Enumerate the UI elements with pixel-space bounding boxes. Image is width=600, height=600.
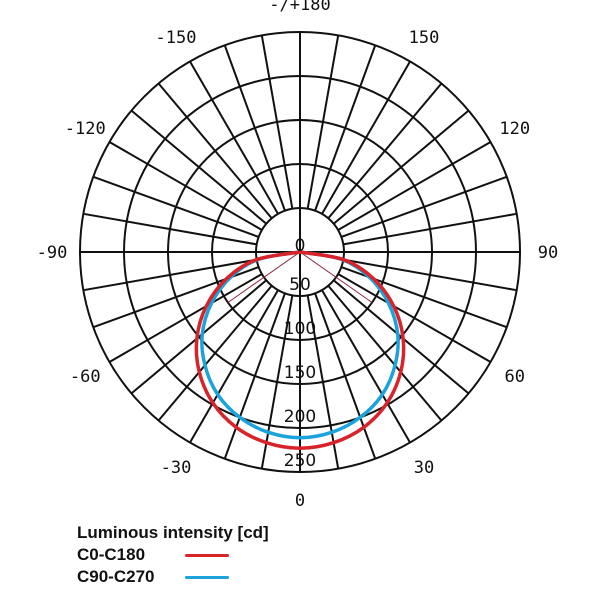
legend: Luminous intensity [cd] C0-C180 C90-C270 <box>77 522 269 588</box>
radial-tick-label: 200 <box>284 407 316 427</box>
legend-swatch-red <box>185 553 229 557</box>
grid-spoke <box>83 212 257 246</box>
angle-label: -150 <box>156 28 197 48</box>
grid-spoke <box>343 212 517 246</box>
grid-spoke <box>327 82 443 219</box>
grid-spoke <box>333 279 470 395</box>
beam-angle-line <box>227 251 301 303</box>
grid-spoke <box>341 175 508 238</box>
polar-grid <box>79 31 521 473</box>
angle-label: -30 <box>161 458 192 478</box>
legend-item-c0-c180: C0-C180 <box>77 544 269 566</box>
series-curve-c90-c270 <box>200 250 400 440</box>
angle-label: 0 <box>295 491 305 511</box>
grid-spoke <box>223 44 286 211</box>
radial-tick-label: 150 <box>284 363 316 383</box>
grid-spoke <box>223 293 286 460</box>
grid-spoke <box>130 279 267 395</box>
grid-spoke <box>321 289 411 444</box>
legend-swatch-blue <box>185 575 229 579</box>
grid-spoke <box>337 273 492 363</box>
grid-spoke <box>333 109 470 225</box>
grid-spoke <box>327 285 443 422</box>
angle-label: -120 <box>65 119 106 139</box>
angle-label: 120 <box>499 119 530 139</box>
grid-spoke <box>130 109 267 225</box>
legend-label: C0-C180 <box>77 545 146 564</box>
grid-spoke <box>337 141 492 231</box>
angle-label: 90 <box>538 243 558 263</box>
grid-spoke <box>157 285 273 422</box>
legend-title: Luminous intensity [cd] <box>77 523 269 542</box>
grid-spoke <box>314 44 377 211</box>
angle-label: 60 <box>505 367 525 387</box>
radial-tick-label: 50 <box>289 275 311 295</box>
grid-spoke <box>260 35 294 209</box>
grid-spoke <box>108 141 263 231</box>
radial-tick-label: 100 <box>284 319 316 339</box>
grid-spoke <box>108 273 263 363</box>
grid-spoke <box>157 82 273 219</box>
grid-spoke <box>189 289 279 444</box>
data-series <box>194 250 406 450</box>
grid-spoke <box>321 60 411 215</box>
angle-label: -90 <box>37 243 68 263</box>
grid-spoke <box>306 35 340 209</box>
grid-spoke <box>189 60 279 215</box>
grid-spoke <box>83 258 257 292</box>
radial-tick-label: 250 <box>284 451 316 471</box>
axis-labels: -/+180 150 -150 120 -120 90 -90 60 -60 30 -30 0 0 50 1… <box>37 0 559 511</box>
grid-spoke <box>306 295 340 469</box>
angle-label: 30 <box>414 458 434 478</box>
series-curve-c0-c180 <box>194 250 406 450</box>
radial-tick-label: 0 <box>295 236 306 256</box>
grid-spoke <box>92 175 259 238</box>
legend-label: C90-C270 <box>77 567 155 586</box>
angle-label: -60 <box>70 367 101 387</box>
legend-item-c90-c270: C90-C270 <box>77 566 269 588</box>
beam-angle-line <box>299 251 373 303</box>
grid-spoke <box>260 295 294 469</box>
angle-label: -/+180 <box>269 0 330 15</box>
grid-spoke <box>343 258 517 292</box>
grid-spoke <box>314 293 377 460</box>
angle-label: 150 <box>409 28 440 48</box>
